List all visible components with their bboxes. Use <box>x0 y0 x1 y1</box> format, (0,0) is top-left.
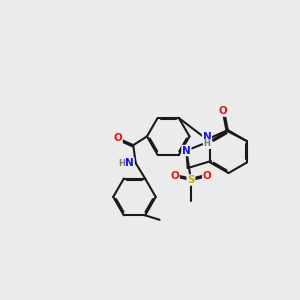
Text: O: O <box>218 106 227 116</box>
Text: H: H <box>203 140 210 148</box>
Text: N: N <box>182 146 191 155</box>
Text: N: N <box>202 132 211 142</box>
Text: S: S <box>187 175 195 185</box>
Text: H: H <box>118 159 125 168</box>
Text: O: O <box>113 133 122 143</box>
Text: O: O <box>170 171 179 181</box>
Text: N: N <box>125 158 134 168</box>
Text: O: O <box>203 171 212 181</box>
